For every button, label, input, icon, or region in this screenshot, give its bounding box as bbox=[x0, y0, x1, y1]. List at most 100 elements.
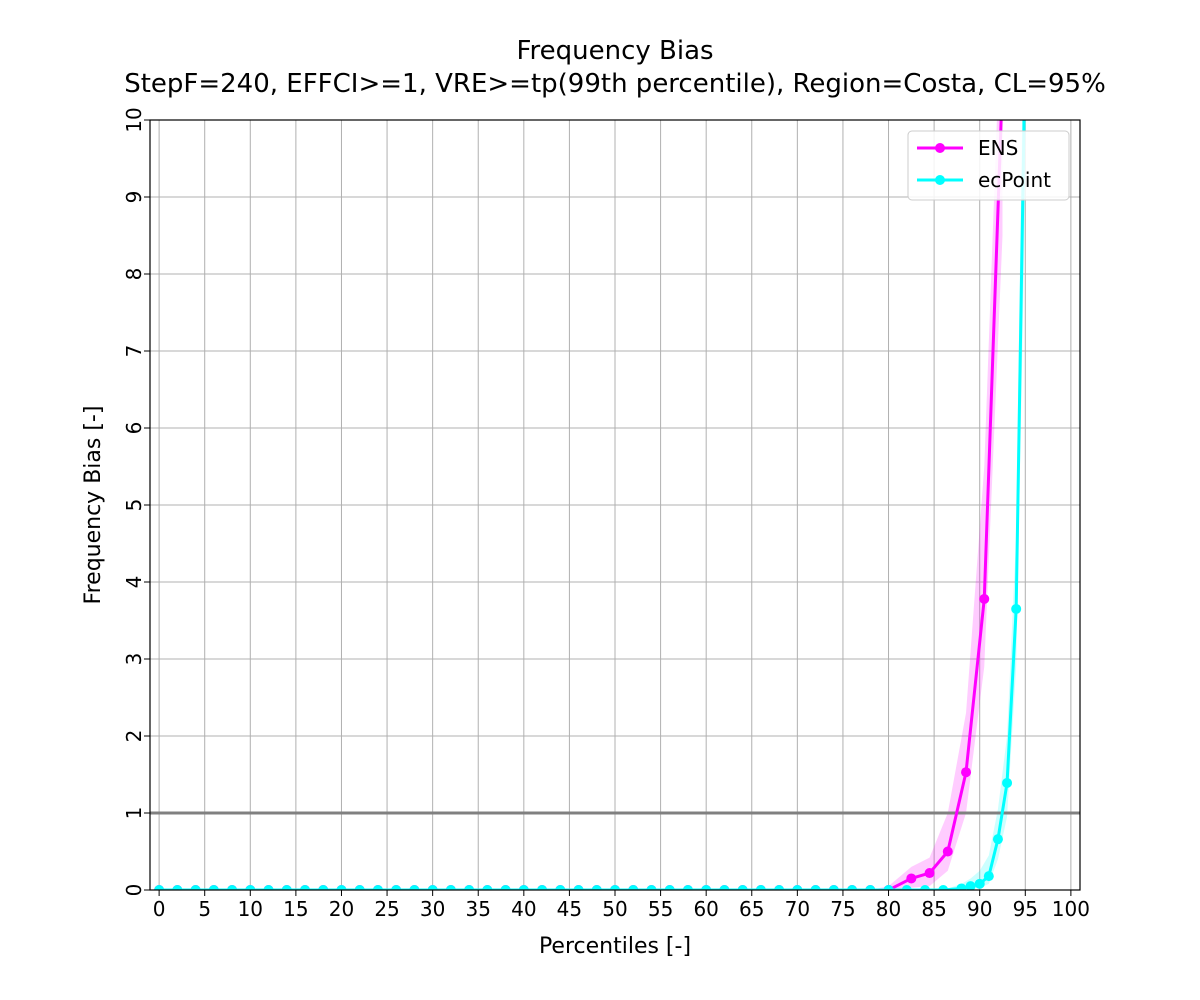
data-point-ecpoint bbox=[172, 885, 183, 890]
data-point-ecpoint bbox=[391, 885, 402, 890]
x-tick-label: 85 bbox=[921, 897, 946, 921]
x-tick-label: 60 bbox=[693, 897, 718, 921]
data-point-ecpoint bbox=[965, 881, 976, 890]
x-tick-label: 80 bbox=[876, 897, 901, 921]
data-point-ecpoint bbox=[1011, 603, 1022, 614]
x-tick-label: 45 bbox=[557, 897, 582, 921]
data-point-ecpoint bbox=[883, 885, 894, 890]
data-point-ecpoint bbox=[664, 885, 675, 890]
x-axis-label: Percentiles [-] bbox=[539, 934, 691, 959]
data-point-ecpoint bbox=[901, 885, 912, 890]
x-tick-label: 10 bbox=[238, 897, 263, 921]
data-point-ecpoint bbox=[938, 885, 949, 890]
data-point-ecpoint bbox=[828, 885, 839, 890]
data-point-ens bbox=[924, 868, 935, 879]
data-point-ecpoint bbox=[227, 885, 238, 890]
data-point-ecpoint bbox=[610, 885, 620, 890]
data-point-ecpoint bbox=[518, 885, 529, 890]
y-tick-label: 9 bbox=[122, 191, 146, 204]
data-point-ecpoint bbox=[865, 885, 876, 890]
data-point-ens bbox=[942, 846, 953, 857]
data-point-ecpoint bbox=[208, 885, 219, 890]
x-tick-label: 40 bbox=[511, 897, 536, 921]
data-point-ens bbox=[979, 593, 990, 604]
data-point-ens bbox=[961, 767, 972, 778]
data-point-ecpoint bbox=[682, 885, 693, 890]
data-point-ecpoint bbox=[755, 885, 766, 890]
chart-subtitle: StepF=240, EFFCI>=1, VRE>=tp(99th percen… bbox=[124, 69, 1106, 99]
data-point-ecpoint bbox=[792, 885, 803, 890]
data-point-ecpoint bbox=[318, 885, 329, 890]
x-tick-label: 50 bbox=[602, 897, 627, 921]
y-tick-label: 6 bbox=[122, 422, 146, 435]
chart-title: Frequency Bias bbox=[516, 36, 713, 66]
data-point-ecpoint bbox=[409, 885, 420, 890]
x-tick-label: 65 bbox=[739, 897, 764, 921]
y-tick-label: 10 bbox=[122, 107, 146, 132]
data-point-ecpoint bbox=[646, 885, 657, 890]
data-point-ecpoint bbox=[281, 885, 292, 890]
data-point-ecpoint bbox=[992, 834, 1003, 845]
data-point-ecpoint bbox=[701, 885, 712, 890]
y-tick-label: 5 bbox=[122, 499, 146, 512]
x-tick-label: 5 bbox=[198, 897, 211, 921]
data-point-ecpoint bbox=[537, 885, 548, 890]
data-point-ecpoint bbox=[737, 885, 748, 890]
x-tick-label: 70 bbox=[785, 897, 810, 921]
data-point-ecpoint bbox=[920, 885, 930, 890]
data-point-ecpoint bbox=[245, 885, 256, 890]
data-point-ecpoint bbox=[372, 885, 383, 890]
x-tick-label: 55 bbox=[648, 897, 673, 921]
data-point-ecpoint bbox=[354, 885, 365, 890]
data-point-ecpoint bbox=[500, 885, 511, 890]
data-point-ecpoint bbox=[983, 871, 994, 882]
x-tick-label: 15 bbox=[283, 897, 308, 921]
x-axis-ticks: 0 5 10 15 20 25 30 35 40 45 50 55 60 65 70 75 80 85 90 95 10… bbox=[153, 890, 1090, 921]
data-point-ecpoint bbox=[263, 885, 274, 890]
x-tick-label: 95 bbox=[1013, 897, 1038, 921]
y-tick-label: 7 bbox=[122, 345, 146, 358]
y-tick-label: 1 bbox=[122, 807, 146, 820]
y-tick-label: 3 bbox=[122, 653, 146, 666]
data-point-ecpoint bbox=[445, 885, 456, 890]
data-point-ecpoint bbox=[774, 885, 785, 890]
x-tick-label: 25 bbox=[374, 897, 399, 921]
x-tick-label: 35 bbox=[466, 897, 491, 921]
data-point-ecpoint bbox=[190, 885, 201, 890]
data-point-ecpoint bbox=[464, 885, 475, 890]
y-axis-ticks: 0 1 2 3 4 5 6 7 8 9 10 bbox=[122, 107, 150, 896]
data-point-ecpoint bbox=[336, 885, 347, 890]
legend: ENS ecPoint bbox=[907, 130, 1070, 201]
y-tick-label: 4 bbox=[122, 576, 146, 589]
legend-marker-ens bbox=[935, 143, 945, 153]
data-point-ecpoint bbox=[154, 885, 165, 890]
data-point-ecpoint bbox=[810, 885, 821, 890]
x-tick-label: 30 bbox=[420, 897, 445, 921]
x-tick-label: 100 bbox=[1052, 897, 1090, 921]
legend-marker-ecpoint bbox=[935, 175, 945, 185]
x-tick-label: 90 bbox=[967, 897, 992, 921]
data-point-ecpoint bbox=[482, 885, 493, 890]
data-point-ecpoint bbox=[719, 885, 730, 890]
data-point-ecpoint bbox=[628, 885, 639, 890]
series-lines bbox=[154, 120, 1026, 890]
data-point-ecpoint bbox=[555, 885, 566, 890]
legend-label-ens: ENS bbox=[978, 136, 1018, 160]
data-point-ecpoint bbox=[847, 885, 858, 890]
data-point-ecpoint bbox=[427, 885, 438, 890]
data-point-ecpoint bbox=[1002, 777, 1013, 788]
data-point-ecpoint bbox=[573, 885, 584, 890]
x-tick-label: 20 bbox=[329, 897, 354, 921]
y-tick-label: 2 bbox=[122, 730, 146, 743]
legend-label-ecpoint: ecPoint bbox=[978, 168, 1051, 192]
data-point-ecpoint bbox=[974, 878, 985, 889]
y-tick-label: 8 bbox=[122, 268, 146, 281]
y-axis-label: Frequency Bias [-] bbox=[81, 406, 106, 605]
x-tick-label: 75 bbox=[830, 897, 855, 921]
data-point-ecpoint bbox=[956, 883, 967, 890]
x-tick-label: 0 bbox=[153, 897, 166, 921]
data-point-ecpoint bbox=[300, 885, 310, 890]
data-point-ens bbox=[906, 873, 917, 884]
y-tick-label: 0 bbox=[122, 884, 146, 897]
